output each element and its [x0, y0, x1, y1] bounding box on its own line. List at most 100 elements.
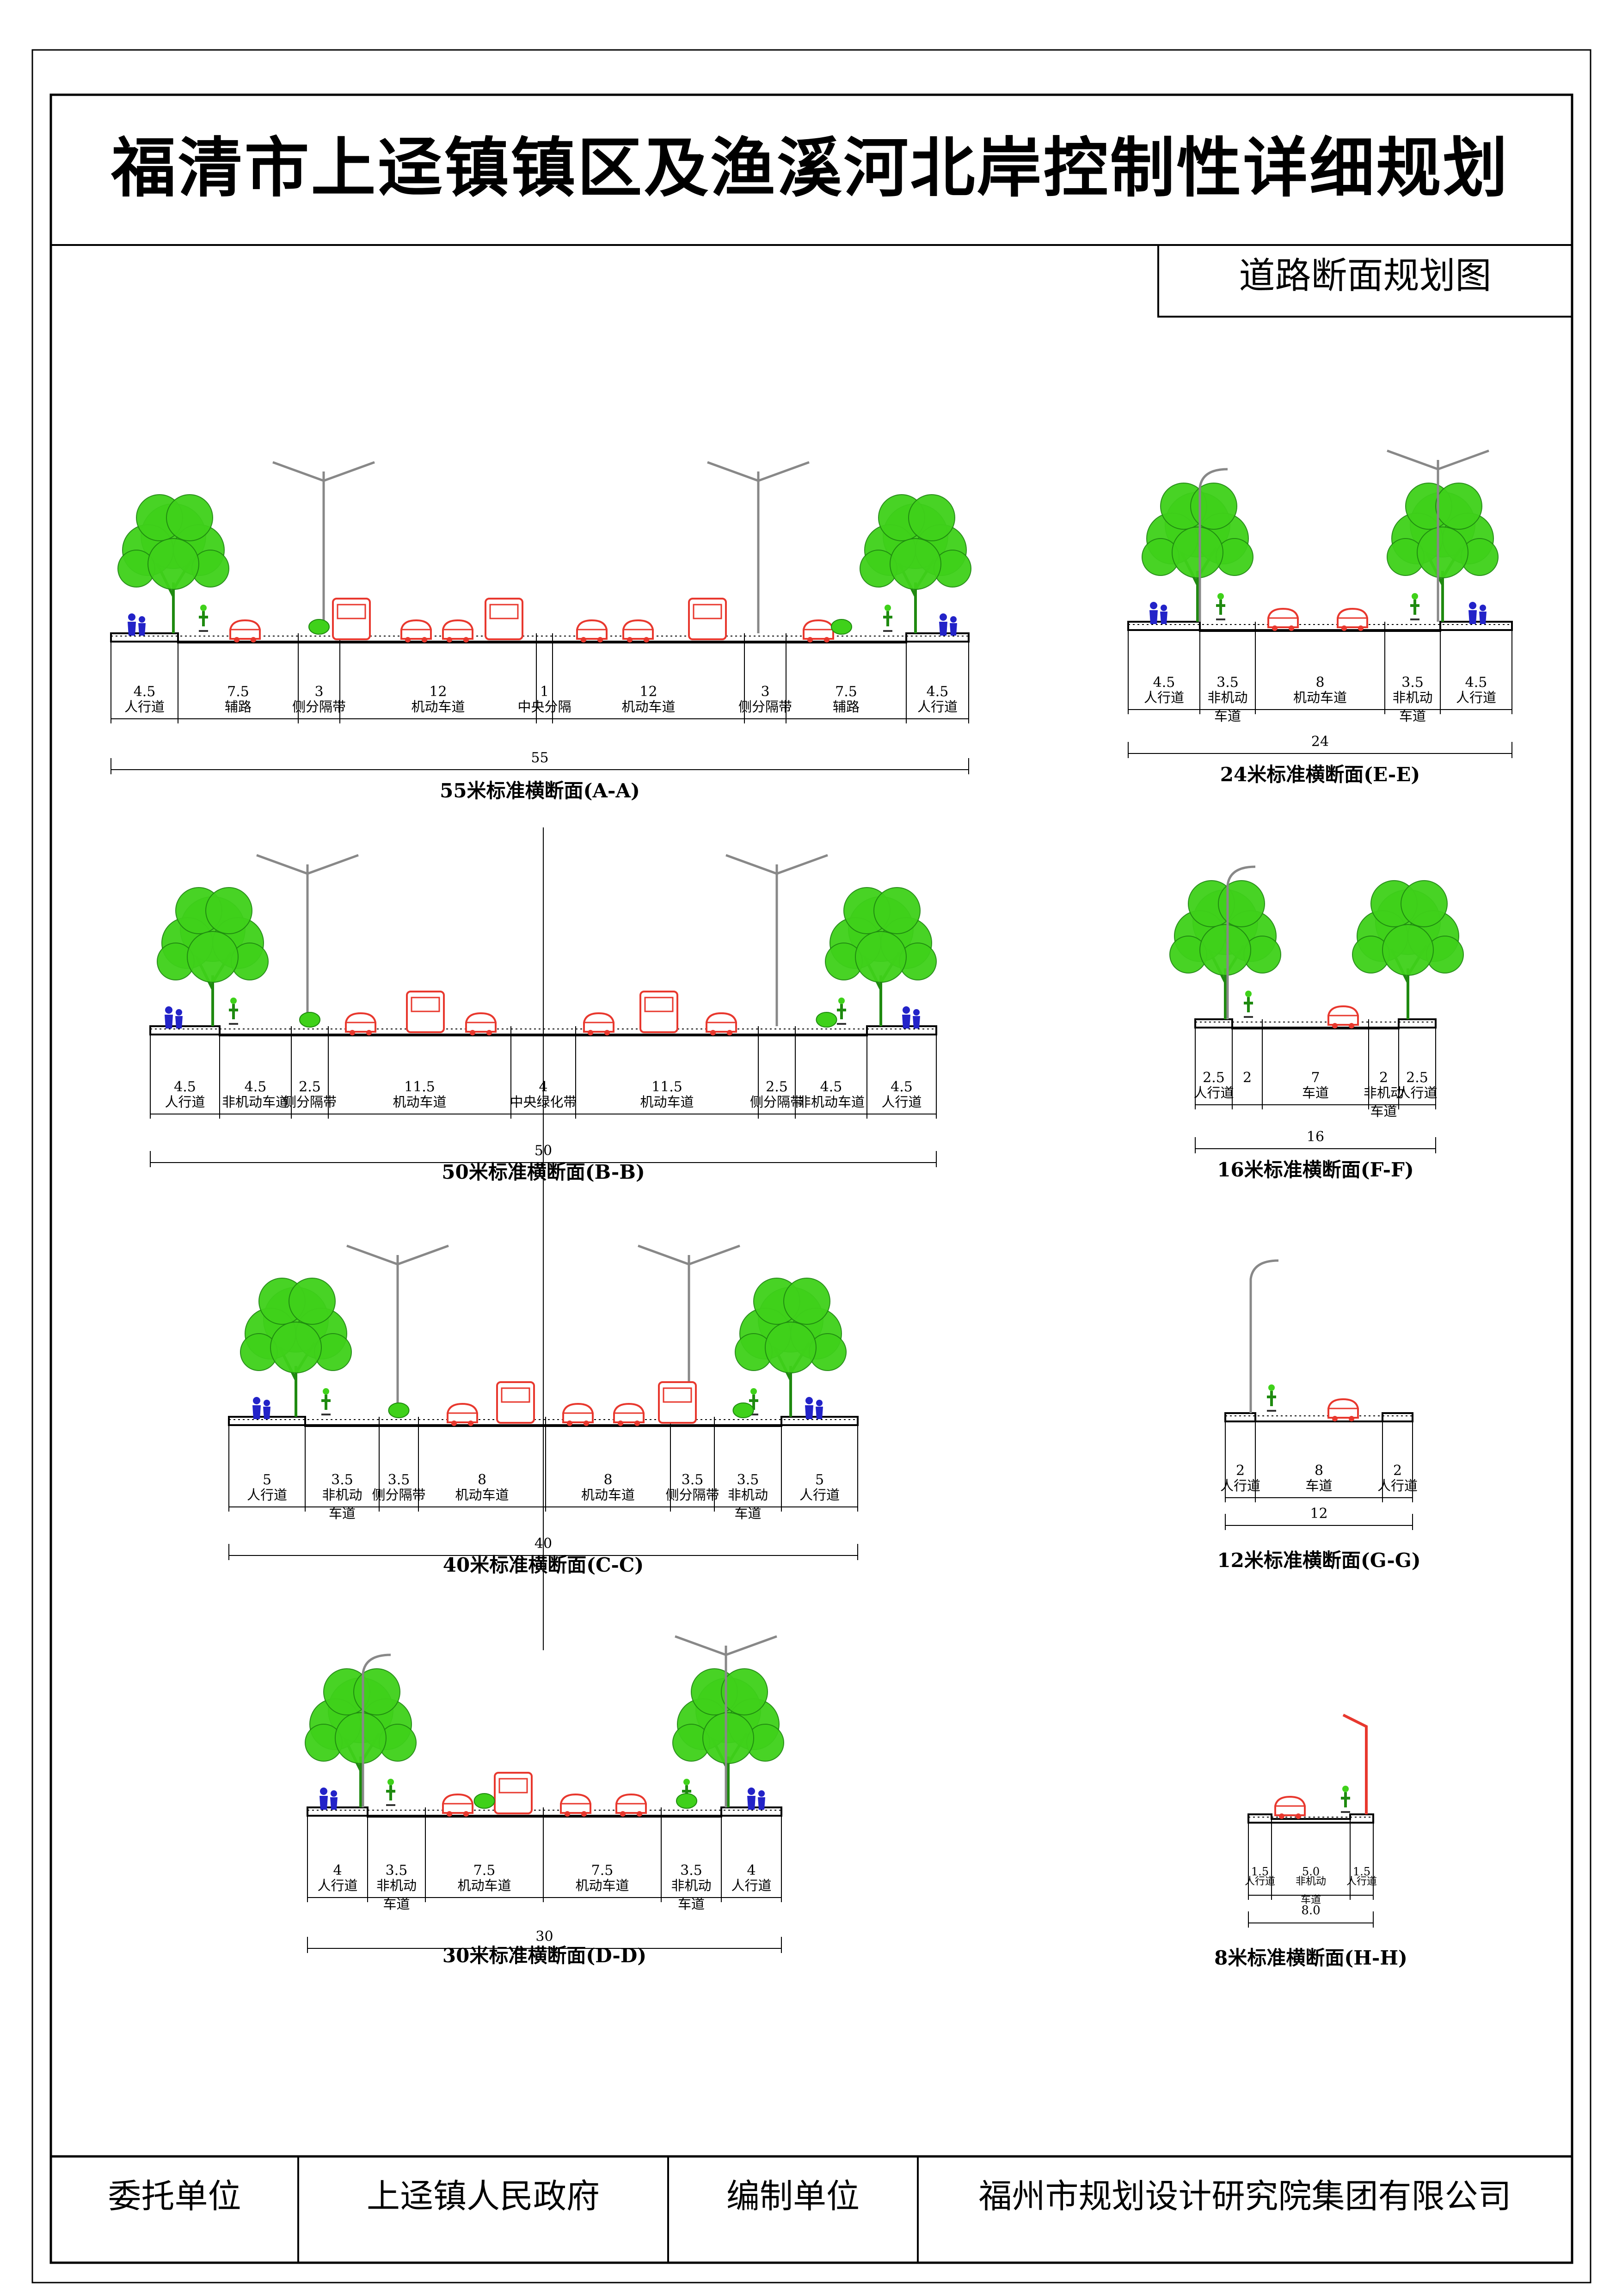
car-icon — [1337, 607, 1368, 631]
car-icon-wheel — [1358, 625, 1364, 631]
car-icon-wheel — [1332, 1416, 1338, 1421]
bus-icon — [494, 1772, 533, 1814]
tree-icon-canopy — [289, 1278, 336, 1325]
segment-label: 车道 — [1300, 1894, 1321, 1906]
pedestrian-icon-body — [1149, 610, 1158, 624]
road-surface-profile — [1247, 1813, 1374, 1824]
car-icon-wheel — [597, 637, 603, 643]
segment-label: 人行道 — [1143, 690, 1185, 705]
car-icon-wheel — [468, 1420, 473, 1426]
tree-icon-canopy — [702, 1712, 754, 1764]
car-icon-wheel — [567, 1420, 572, 1426]
segment-label: 中央分隔 — [517, 699, 571, 715]
cyclist-icon — [1216, 593, 1225, 620]
cyclist-icon-rider — [883, 611, 892, 626]
car-icon — [442, 1793, 473, 1817]
segment-label: 侧分隔带 — [283, 1094, 337, 1110]
segment-label: 非机动 — [376, 1878, 417, 1893]
cyclist-icon — [883, 605, 892, 632]
segment-width-value: 2 — [1235, 1463, 1245, 1479]
cyclist-icon-head — [750, 1388, 757, 1395]
tree-icon-canopy — [270, 1322, 322, 1373]
pedestrian-icon-head — [913, 1009, 920, 1016]
car-icon — [622, 619, 654, 643]
pedestrian-icon-head — [758, 1790, 765, 1797]
pedestrian-icon-body — [1479, 612, 1487, 624]
cyclist-icon-head — [838, 998, 845, 1004]
segment-width-value: 2.5 — [1203, 1070, 1225, 1086]
drawing-subtitle: 道路断面规划图 — [1239, 255, 1492, 297]
segment-width-value: 2.5 — [766, 1079, 788, 1095]
bus-icon-window — [411, 997, 440, 1012]
car-icon-wheel — [581, 1811, 587, 1817]
bus-icon-window — [498, 1778, 528, 1794]
total-width-value: 50 — [534, 1143, 553, 1159]
drawing-frame — [31, 49, 1591, 2284]
car-icon-wheel — [637, 1811, 642, 1817]
street-lamp-icon — [707, 461, 810, 633]
cyclist-icon-head — [1217, 593, 1224, 600]
pedestrian-icon-head — [816, 1400, 823, 1406]
segment-label: 人行道 — [246, 1487, 288, 1503]
road-surface-profile — [307, 1806, 782, 1818]
tree-icon-canopy — [783, 1278, 830, 1325]
car-icon-wheel — [1296, 1813, 1301, 1819]
pedestrian-icon-head — [165, 1006, 172, 1014]
median-shrub-icon — [473, 1793, 495, 1809]
median-shrub-icon — [676, 1793, 697, 1809]
cyclist-icon-rider — [1410, 600, 1419, 615]
segment-width-value: 4.5 — [244, 1079, 267, 1095]
total-width-value: 55 — [531, 750, 549, 766]
segment-width-value: 4.5 — [820, 1079, 842, 1095]
street-lamp-icon-pole — [675, 1635, 777, 1807]
car-icon — [229, 619, 261, 643]
tree-icon — [860, 494, 971, 633]
client-label: 委托单位 — [108, 2177, 241, 2216]
pedestrian-icon — [747, 1788, 765, 1810]
segment-label: 车道 — [328, 1506, 356, 1521]
segment-width-value: 4.5 — [174, 1079, 196, 1095]
street-lamp-icon-pole — [1249, 1259, 1279, 1413]
bus-icon-window — [663, 1387, 692, 1403]
segment-width-value: 5 — [815, 1472, 824, 1488]
section-title: 24米标准横断面(E-E) — [1220, 763, 1420, 786]
cyclist-icon-rider — [386, 1785, 395, 1800]
segment-label: 中央绿化带 — [510, 1094, 577, 1110]
pedestrian-icon-body — [252, 1405, 261, 1419]
tree-icon — [735, 1278, 847, 1417]
segment-width-value: 7.5 — [591, 1862, 614, 1879]
car-icon-wheel — [824, 637, 829, 643]
car-icon-wheel — [618, 1420, 623, 1426]
segment-width-value: 2 — [1242, 1070, 1252, 1086]
pedestrian-icon-head — [139, 616, 145, 623]
tree-icon-canopy — [1190, 483, 1237, 530]
segment-label: 车道 — [734, 1506, 762, 1521]
median-shrub-icon — [388, 1402, 410, 1418]
car-icon — [447, 1402, 478, 1426]
pedestrian-icon-body — [319, 1796, 328, 1810]
segment-width-value: 3 — [314, 684, 324, 700]
section-b-b — [149, 1025, 937, 1167]
segment-label: 非机动车道 — [221, 1094, 289, 1110]
cyclist-icon-head — [230, 998, 237, 1004]
cyclist-icon — [229, 998, 238, 1025]
cyclist-icon-head — [1342, 1786, 1349, 1792]
segment-width-value: 1.5 — [1352, 1865, 1371, 1878]
street-lamp-icon-pole — [707, 461, 810, 633]
pedestrian-icon-body — [902, 1015, 910, 1029]
segment-label: 车道 — [1302, 1085, 1329, 1101]
car-icon-wheel — [1349, 1416, 1354, 1421]
segment-width-value: 3.5 — [681, 1472, 704, 1488]
pedestrian-icon-body — [747, 1796, 756, 1810]
segment-width-value: 3 — [761, 684, 770, 700]
pedestrian-icon-body — [138, 623, 146, 636]
author-label: 编制单位 — [726, 2177, 860, 2216]
tree-icon — [117, 494, 229, 633]
total-width-value: 8.0 — [1301, 1904, 1321, 1917]
segment-label: 非机动 — [322, 1487, 362, 1503]
segment-label: 人行道 — [1456, 690, 1497, 705]
cyclist-icon-rider — [1267, 1391, 1276, 1406]
car-icon-wheel — [584, 1420, 589, 1426]
car-icon-wheel — [1349, 1023, 1354, 1029]
